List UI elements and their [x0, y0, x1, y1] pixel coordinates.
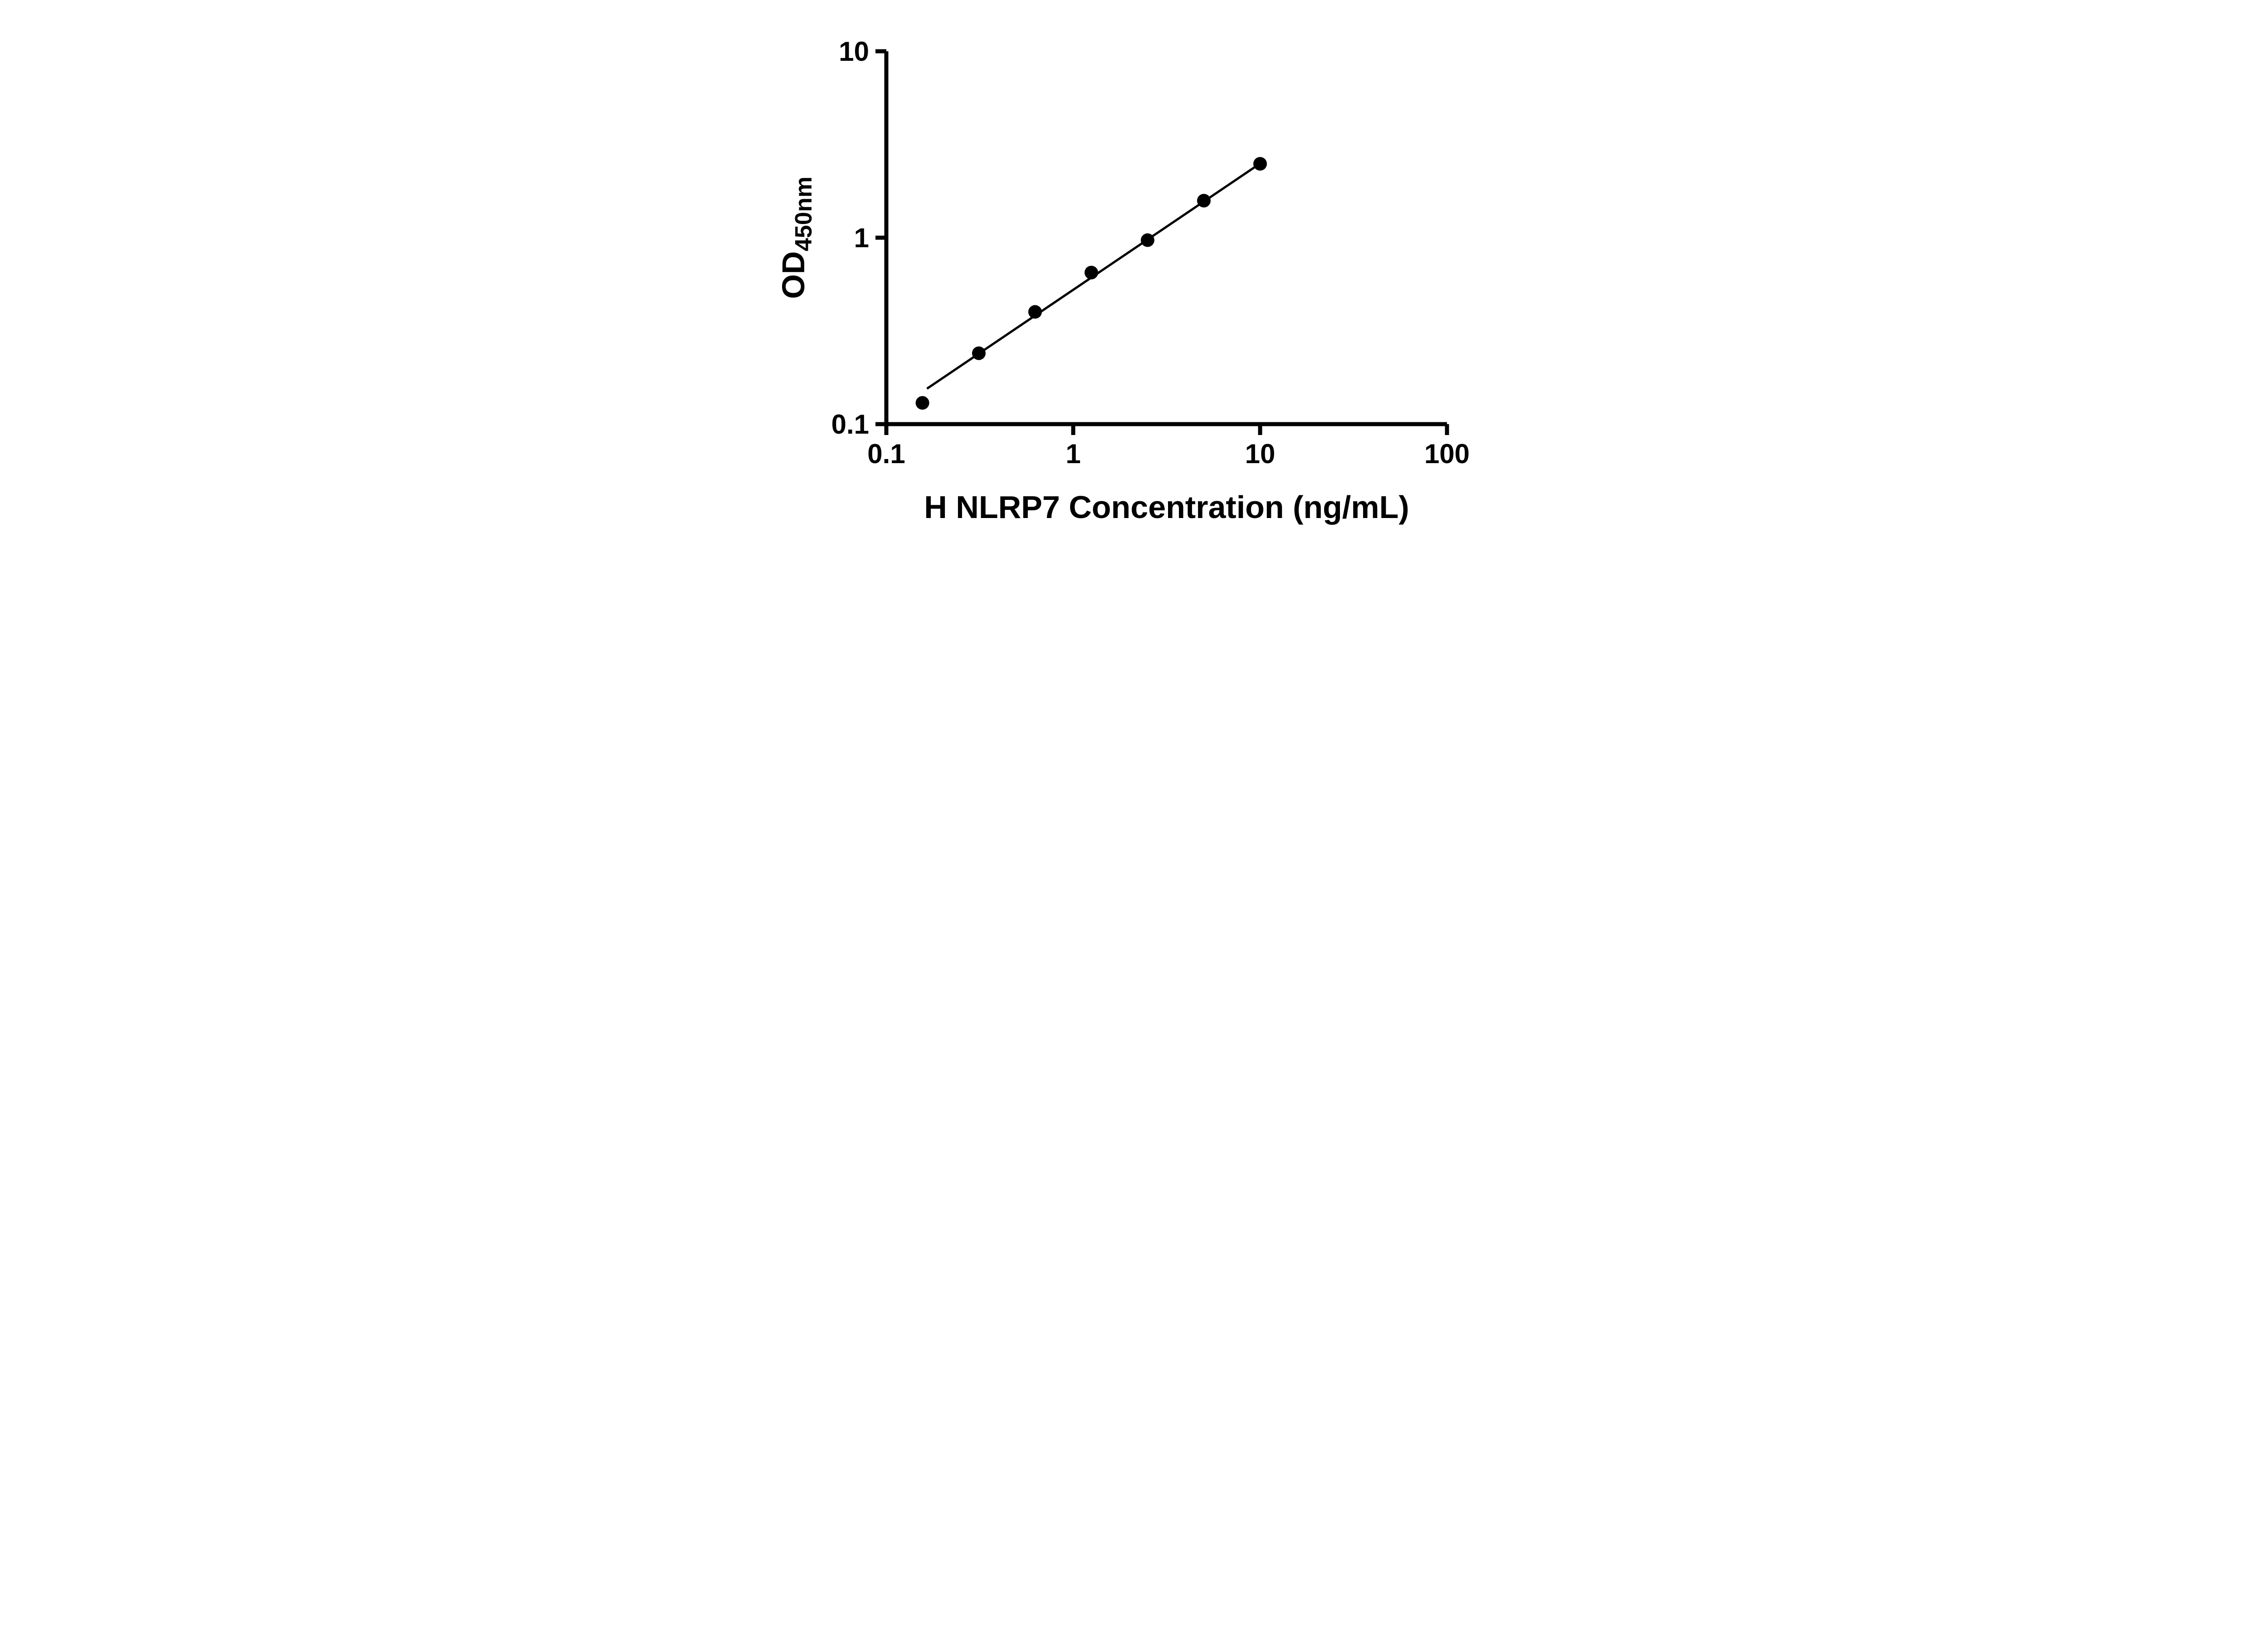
- x-axis-title: H NLRP7 Concentration (ng/mL): [924, 489, 1409, 525]
- chart-canvas: 0.1 1 10 100 0.1 1 10 H NLRP7 Concentration (n…: [753, 0, 1515, 544]
- y-tick-label: 10: [839, 36, 869, 67]
- data-point: [1028, 305, 1042, 319]
- data-point: [1084, 265, 1098, 279]
- y-tick-label: 1: [854, 223, 869, 253]
- data-point: [1140, 233, 1154, 247]
- data-point: [972, 346, 986, 360]
- y-axis-title-main: OD: [776, 251, 811, 299]
- elisa-standard-curve-figure: 0.1 1 10 100 0.1 1 10 H NLRP7 Concentration (n…: [753, 0, 1515, 544]
- x-tick-label: 1: [1066, 439, 1080, 469]
- data-point: [1253, 157, 1267, 171]
- data-point: [1197, 194, 1211, 208]
- data-point: [915, 396, 929, 410]
- y-axis-title: OD450nm: [776, 176, 817, 299]
- x-tick-label: 0.1: [867, 439, 905, 469]
- axes-lines: [884, 51, 1447, 426]
- y-axis-title-sub: 450nm: [791, 176, 817, 251]
- y-tick-label: 0.1: [831, 409, 869, 440]
- x-tick-label: 100: [1424, 439, 1470, 469]
- chart-layer: 0.1 1 10 100 0.1 1 10: [831, 36, 1470, 469]
- x-tick-label: 10: [1245, 439, 1276, 469]
